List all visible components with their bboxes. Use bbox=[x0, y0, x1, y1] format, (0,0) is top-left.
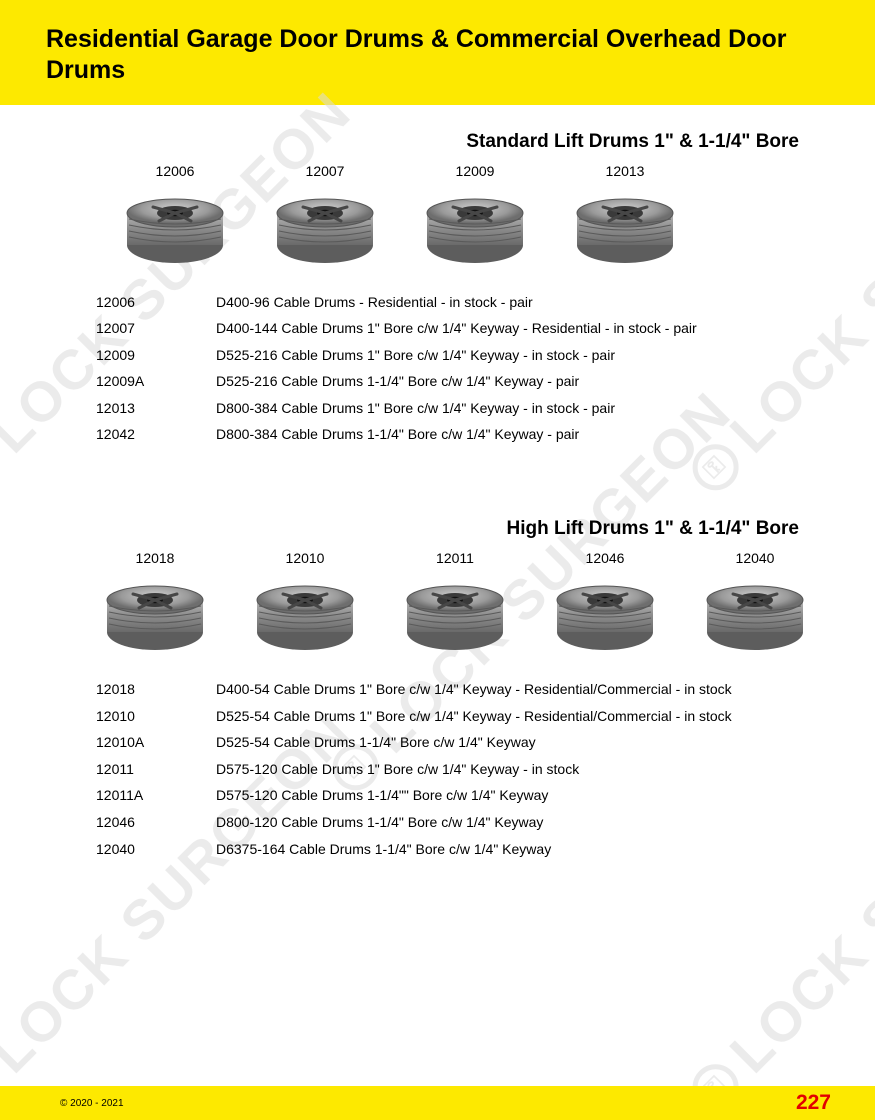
spec-row: 12011 D575-120 Cable Drums 1" Bore c/w 1… bbox=[96, 756, 829, 783]
product-thumb: 12046 bbox=[536, 550, 674, 654]
section2-title: High Lift Drums 1" & 1-1/4" Bore bbox=[46, 518, 799, 540]
product-thumb: 12018 bbox=[86, 550, 224, 654]
spec-desc: D525-54 Cable Drums 1" Bore c/w 1/4" Key… bbox=[216, 703, 829, 730]
spec-desc: D800-384 Cable Drums 1-1/4" Bore c/w 1/4… bbox=[216, 421, 829, 448]
spec-code: 12011 bbox=[96, 756, 216, 783]
product-code: 12013 bbox=[606, 163, 645, 179]
spec-code: 12046 bbox=[96, 809, 216, 836]
section2-images: 12018 12010 bbox=[46, 550, 829, 654]
spec-code: 12006 bbox=[96, 289, 216, 316]
section1-images: 12006 12007 bbox=[46, 163, 829, 267]
product-thumb: 12013 bbox=[556, 163, 694, 267]
header-bar: Residential Garage Door Drums & Commerci… bbox=[0, 0, 875, 105]
section2-specs: 12018 D400-54 Cable Drums 1" Bore c/w 1/… bbox=[46, 676, 829, 862]
spec-row: 12009A D525-216 Cable Drums 1-1/4" Bore … bbox=[96, 368, 829, 395]
spec-row: 12007 D400-144 Cable Drums 1" Bore c/w 1… bbox=[96, 315, 829, 342]
product-code: 12009 bbox=[456, 163, 495, 179]
drum-image bbox=[415, 185, 535, 267]
copyright: © 2020 - 2021 bbox=[60, 1098, 124, 1109]
section1-title: Standard Lift Drums 1" & 1-1/4" Bore bbox=[46, 131, 799, 153]
product-thumb: 12040 bbox=[686, 550, 824, 654]
spec-row: 12011A D575-120 Cable Drums 1-1/4"" Bore… bbox=[96, 782, 829, 809]
spec-row: 12042 D800-384 Cable Drums 1-1/4" Bore c… bbox=[96, 421, 829, 448]
spec-desc: D575-120 Cable Drums 1-1/4"" Bore c/w 1/… bbox=[216, 782, 829, 809]
spec-row: 12010A D525-54 Cable Drums 1-1/4" Bore c… bbox=[96, 729, 829, 756]
page-number: 227 bbox=[796, 1091, 831, 1115]
product-code: 12010 bbox=[286, 550, 325, 566]
spec-code: 12007 bbox=[96, 315, 216, 342]
product-code: 12040 bbox=[736, 550, 775, 566]
spec-row: 12046 D800-120 Cable Drums 1-1/4" Bore c… bbox=[96, 809, 829, 836]
spec-row: 12040 D6375-164 Cable Drums 1-1/4" Bore … bbox=[96, 836, 829, 863]
spec-desc: D400-144 Cable Drums 1" Bore c/w 1/4" Ke… bbox=[216, 315, 829, 342]
spec-desc: D525-216 Cable Drums 1-1/4" Bore c/w 1/4… bbox=[216, 368, 829, 395]
product-thumb: 12011 bbox=[386, 550, 524, 654]
drum-image bbox=[95, 572, 215, 654]
drum-image bbox=[115, 185, 235, 267]
spec-code: 12018 bbox=[96, 676, 216, 703]
product-code: 12046 bbox=[586, 550, 625, 566]
content: Standard Lift Drums 1" & 1-1/4" Bore 120… bbox=[0, 131, 875, 863]
drum-image bbox=[695, 572, 815, 654]
spec-code: 12009 bbox=[96, 342, 216, 369]
product-thumb: 12006 bbox=[106, 163, 244, 267]
spec-row: 12006 D400-96 Cable Drums - Residential … bbox=[96, 289, 829, 316]
product-code: 12006 bbox=[156, 163, 195, 179]
spec-code: 12013 bbox=[96, 395, 216, 422]
spec-code: 12011A bbox=[96, 782, 216, 809]
spec-desc: D800-384 Cable Drums 1" Bore c/w 1/4" Ke… bbox=[216, 395, 829, 422]
drum-image bbox=[395, 572, 515, 654]
spec-desc: D525-54 Cable Drums 1-1/4" Bore c/w 1/4"… bbox=[216, 729, 829, 756]
spec-code: 12010 bbox=[96, 703, 216, 730]
drum-image bbox=[545, 572, 665, 654]
spec-desc: D6375-164 Cable Drums 1-1/4" Bore c/w 1/… bbox=[216, 836, 829, 863]
spec-desc: D400-96 Cable Drums - Residential - in s… bbox=[216, 289, 829, 316]
spec-desc: D575-120 Cable Drums 1" Bore c/w 1/4" Ke… bbox=[216, 756, 829, 783]
drum-image bbox=[565, 185, 685, 267]
spec-desc: D525-216 Cable Drums 1" Bore c/w 1/4" Ke… bbox=[216, 342, 829, 369]
spec-row: 12009 D525-216 Cable Drums 1" Bore c/w 1… bbox=[96, 342, 829, 369]
drum-image bbox=[265, 185, 385, 267]
spec-desc: D400-54 Cable Drums 1" Bore c/w 1/4" Key… bbox=[216, 676, 829, 703]
spec-code: 12009A bbox=[96, 368, 216, 395]
product-code: 12007 bbox=[306, 163, 345, 179]
product-thumb: 12007 bbox=[256, 163, 394, 267]
spec-code: 12010A bbox=[96, 729, 216, 756]
page-title: Residential Garage Door Drums & Commerci… bbox=[46, 24, 829, 87]
product-code: 12018 bbox=[136, 550, 175, 566]
product-code: 12011 bbox=[436, 550, 474, 566]
product-thumb: 12010 bbox=[236, 550, 374, 654]
spec-row: 12013 D800-384 Cable Drums 1" Bore c/w 1… bbox=[96, 395, 829, 422]
spec-row: 12018 D400-54 Cable Drums 1" Bore c/w 1/… bbox=[96, 676, 829, 703]
product-thumb: 12009 bbox=[406, 163, 544, 267]
spec-desc: D800-120 Cable Drums 1-1/4" Bore c/w 1/4… bbox=[216, 809, 829, 836]
spec-code: 12040 bbox=[96, 836, 216, 863]
section1-specs: 12006 D400-96 Cable Drums - Residential … bbox=[46, 289, 829, 449]
footer-bar: © 2020 - 2021 227 bbox=[0, 1086, 875, 1120]
spec-row: 12010 D525-54 Cable Drums 1" Bore c/w 1/… bbox=[96, 703, 829, 730]
spec-code: 12042 bbox=[96, 421, 216, 448]
drum-image bbox=[245, 572, 365, 654]
